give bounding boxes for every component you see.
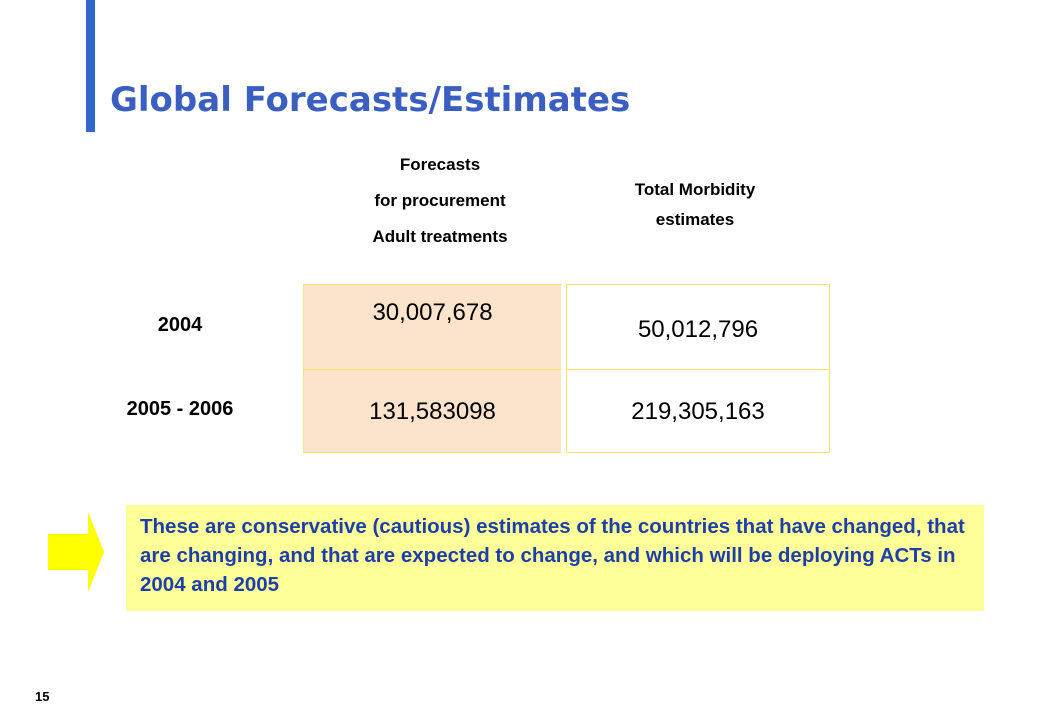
morbidity-column-header: Total Morbidity estimates: [565, 175, 825, 235]
forecasts-header-line-2: for procurement: [374, 191, 506, 210]
morbidity-header-line-2: estimates: [655, 210, 735, 229]
note-callout: These are conservative (cautious) estima…: [126, 505, 984, 611]
forecasts-header-line-3: Adult treatments: [372, 227, 508, 246]
slide-title: Global Forecasts/Estimates: [110, 80, 631, 120]
row-label-2004: 2004: [157, 314, 203, 336]
forecast-cell-2004: 30,007,678: [303, 284, 561, 369]
morbidity-cell-2004: 50,012,796: [566, 284, 830, 369]
morbidity-value-2004: 50,012,796: [637, 316, 759, 343]
arrow-right-icon: [48, 512, 104, 592]
morbidity-cell-2005-2006: 219,305,163: [566, 369, 830, 453]
morbidity-header-line-1: Total Morbidity: [634, 180, 756, 199]
row-label-2005-2006: 2005 - 2006: [126, 398, 234, 420]
forecasts-column-header: Forecasts for procurement Adult treatmen…: [300, 147, 580, 255]
forecasts-header-line-1: Forecasts: [399, 155, 481, 174]
page-number: 15: [35, 689, 50, 704]
forecast-value-2005-2006: 131,583098: [369, 398, 496, 425]
forecast-cell-2005-2006: 131,583098: [303, 369, 561, 453]
forecast-value-2004: 30,007,678: [372, 299, 493, 326]
morbidity-value-2005-2006: 219,305,163: [631, 398, 765, 425]
title-accent-bar: [86, 0, 95, 132]
